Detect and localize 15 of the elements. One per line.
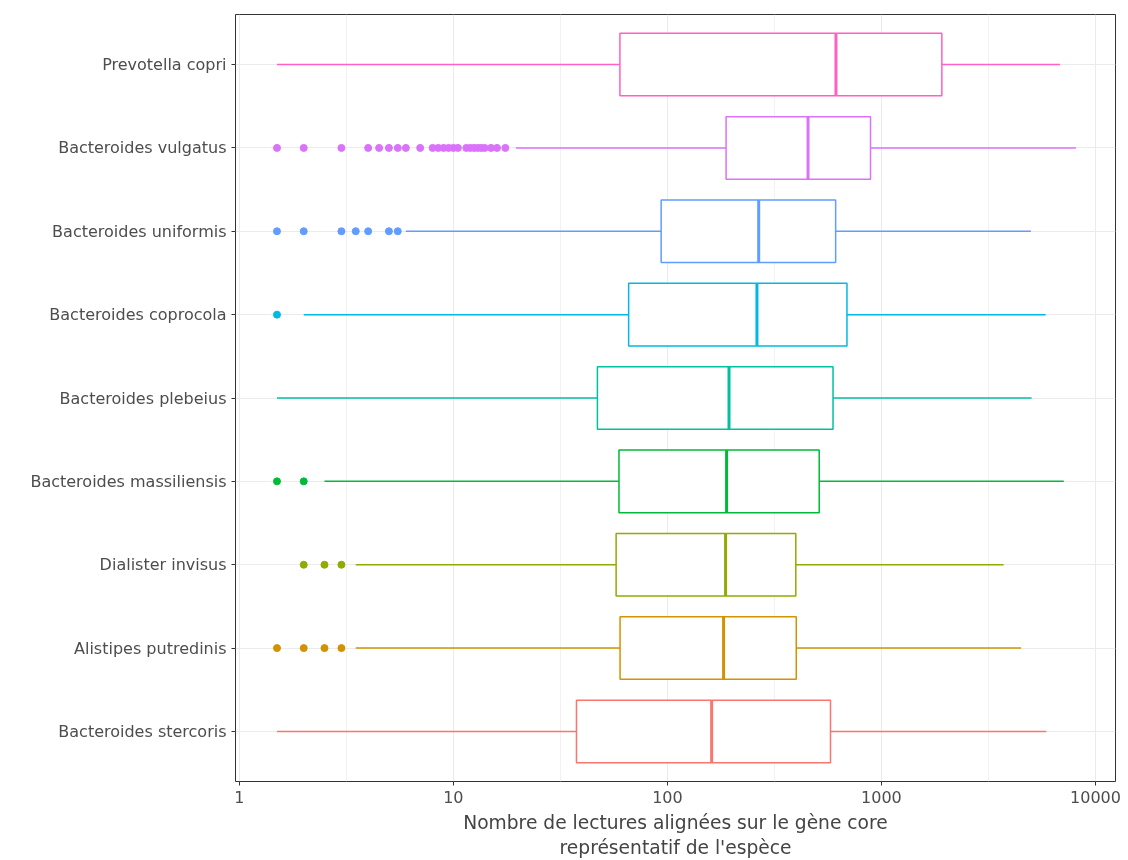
x-tick-label: 1 [234,787,245,807]
y-tick-label: Dialister invisus [99,555,227,575]
x-tick-label: 10000 [1070,787,1121,807]
y-tick-label: Bacteroides coprocola [49,305,227,325]
x-tick-label: 1000 [861,787,902,807]
y-tick-label: Bacteroides plebeius [59,388,227,408]
x-axis-title: Nombre de lectures alignées sur le gène core représentatif de l'espèce [463,811,888,858]
x-tick-label: 100 [652,787,683,807]
y-tick-label: Bacteroides uniformis [52,221,227,241]
y-tick-label: Alistipes putredinis [74,638,227,658]
y-tick-label: Bacteroides massiliensis [30,471,227,491]
y-tick-label: Bacteroides vulgatus [58,138,227,158]
x-tick-label: 10 [443,787,464,807]
y-tick-label: Bacteroides stercoris [58,721,227,741]
y-tick-label: Prevotella copri [102,55,227,75]
